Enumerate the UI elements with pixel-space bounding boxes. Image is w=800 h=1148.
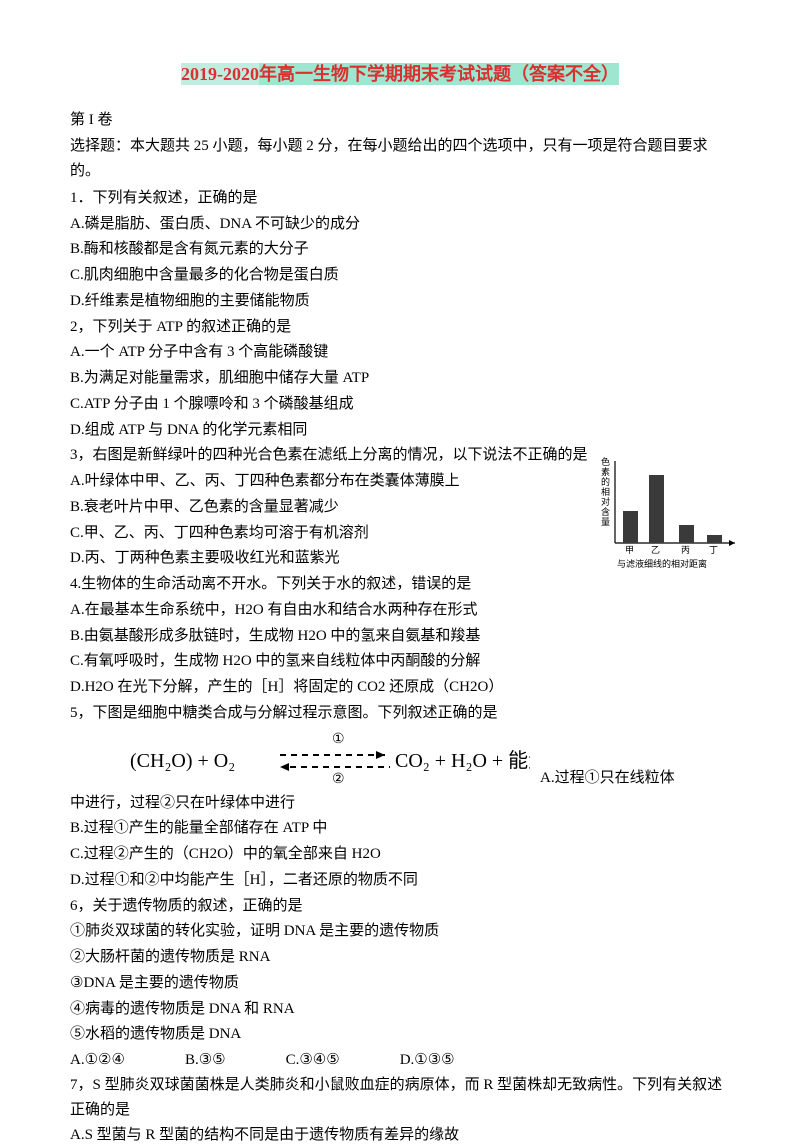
q6-s2: ②大肠杆菌的遗传物质是 RNA: [70, 945, 730, 970]
title-year: 2019-2020: [181, 63, 259, 85]
chart-cat-3: 丁: [709, 545, 718, 555]
page-title: 2019-2020年高一生物下学期期末考试试题（答案不全）: [70, 60, 730, 90]
q2-opt-a: A.一个 ATP 分子中含有 3 个高能磷酸键: [70, 340, 730, 365]
q5-opt-b: B.过程①产生的能量全部储存在 ATP 中: [70, 816, 730, 841]
q1-opt-d: D.纤维素是植物细胞的主要储能物质: [70, 289, 730, 314]
q1-opt-a: A.磷是脂肪、蛋白质、DNA 不可缺少的成分: [70, 212, 730, 237]
formula-right: CO₂ + H₂O + 能量: [395, 749, 530, 772]
q6-options: A.①②④ B.③⑤ C.③④⑤ D.①③⑤: [70, 1048, 730, 1073]
formula-arrowhead-right: [376, 751, 385, 759]
chart-ylabel-6: 含: [601, 506, 610, 517]
formula-row: (CH₂O) + O₂ ① ② CO₂ + H₂O + 能量 A.过程①只在线粒…: [70, 727, 730, 791]
q2-opt-c: C.ATP 分子由 1 个腺嘌呤和 3 个磷酸基组成: [70, 392, 730, 417]
chart-ylabel-5: 对: [601, 496, 610, 507]
q4-opt-c: C.有氧呼吸时，生成物 H2O 中的氢来自线粒体中丙酮酸的分解: [70, 649, 730, 674]
q6-opt-b: B.③⑤: [185, 1048, 226, 1073]
title-rest: 年高一生物下学期期末考试试题（答案不全）: [259, 63, 619, 85]
q6-opt-c: C.③④⑤: [286, 1048, 340, 1073]
formula-diagram: (CH₂O) + O₂ ① ② CO₂ + H₂O + 能量: [130, 731, 530, 787]
formula-label-top: ①: [332, 732, 345, 747]
q5-opt-d: D.过程①和②中均能产生［H］，二者还原的物质不同: [70, 868, 730, 893]
q6-opt-d: D.①③⑤: [400, 1048, 455, 1073]
chart-cat-0: 甲: [625, 545, 634, 555]
q6-opt-a: A.①②④: [70, 1048, 125, 1073]
bar-chart: 色 素 的 相 对 含 量 甲 乙 丙 丁 与滤液细线的相对距离: [595, 451, 740, 571]
chart-ylabel-1: 色: [601, 456, 610, 467]
q2-stem: 2，下列关于 ATP 的叙述正确的是: [70, 315, 730, 340]
q5-opt-a-tail: A.过程①只在线粒体: [540, 766, 675, 791]
q3-block: 3，右图是新鲜绿叶的四种光合色素在滤纸上分离的情况，以下说法不正确的是 A.叶绿…: [70, 443, 730, 648]
q6-s3: ③DNA 是主要的遗传物质: [70, 971, 730, 996]
chart-ylabel-2: 素: [601, 466, 610, 477]
q4-opt-a: A.在最基本生命系统中，H2O 有自由水和结合水两种存在形式: [70, 598, 730, 623]
instructions: 选择题：本大题共 25 小题，每小题 2 分，在每小题给出的四个选项中，只有一项…: [70, 134, 730, 184]
section-label: 第 I 卷: [70, 108, 730, 133]
q6-s5: ⑤水稻的遗传物质是 DNA: [70, 1022, 730, 1047]
q1-opt-b: B.酶和核酸都是含有氮元素的大分子: [70, 237, 730, 262]
chart-ylabel-4: 相: [601, 486, 610, 497]
chart-xlabel: 与滤液细线的相对距离: [617, 558, 707, 569]
formula-left: (CH₂O) + O₂: [130, 750, 235, 772]
q4-stem: 4.生物体的生命活动离不开水。下列关于水的叙述，错误的是: [70, 572, 730, 597]
chart-ylabel-7: 量: [601, 517, 610, 527]
chart-bar-1: [649, 475, 664, 543]
q6-s1: ①肺炎双球菌的转化实验，证明 DNA 是主要的遗传物质: [70, 919, 730, 944]
formula-label-bottom: ②: [332, 772, 345, 787]
formula-arrowhead-left: [280, 763, 289, 771]
q4-opt-d: D.H2O 在光下分解，产生的［H］将固定的 CO2 还原成（CH2O）: [70, 675, 730, 700]
q6-s4: ④病毒的遗传物质是 DNA 和 RNA: [70, 997, 730, 1022]
chart-ylabel-3: 的: [601, 476, 610, 487]
q1-opt-c: C.肌肉细胞中含量最多的化合物是蛋白质: [70, 263, 730, 288]
q2-opt-d: D.组成 ATP 与 DNA 的化学元素相同: [70, 418, 730, 443]
q5-stem: 5，下图是细胞中糖类合成与分解过程示意图。下列叙述正确的是: [70, 701, 730, 726]
q7-stem: 7，S 型肺炎双球菌菌株是人类肺炎和小鼠败血症的病原体，而 R 型菌株却无致病性…: [70, 1073, 730, 1123]
chart-bar-2: [679, 525, 694, 543]
chart-bar-0: [623, 511, 638, 543]
chart-bar-3: [707, 535, 722, 543]
q6-stem: 6，关于遗传物质的叙述，正确的是: [70, 894, 730, 919]
q7-opt-a: A.S 型菌与 R 型菌的结构不同是由于遗传物质有差异的缘故: [70, 1123, 730, 1148]
chart-cat-1: 乙: [651, 545, 660, 555]
q5-opt-c: C.过程②产生的（CH2O）中的氧全部来自 H2O: [70, 842, 730, 867]
q1-stem: 1．下列有关叙述，正确的是: [70, 186, 730, 211]
chart-cat-2: 丙: [681, 545, 690, 555]
q2-opt-b: B.为满足对能量需求，肌细胞中储存大量 ATP: [70, 366, 730, 391]
chart-xarrow: [729, 540, 735, 546]
q5-opt-a-cont: 中进行，过程②只在叶绿体中进行: [70, 791, 730, 816]
q4-opt-b: B.由氨基酸形成多肽链时，生成物 H2O 中的氢来自氨基和羧基: [70, 624, 730, 649]
